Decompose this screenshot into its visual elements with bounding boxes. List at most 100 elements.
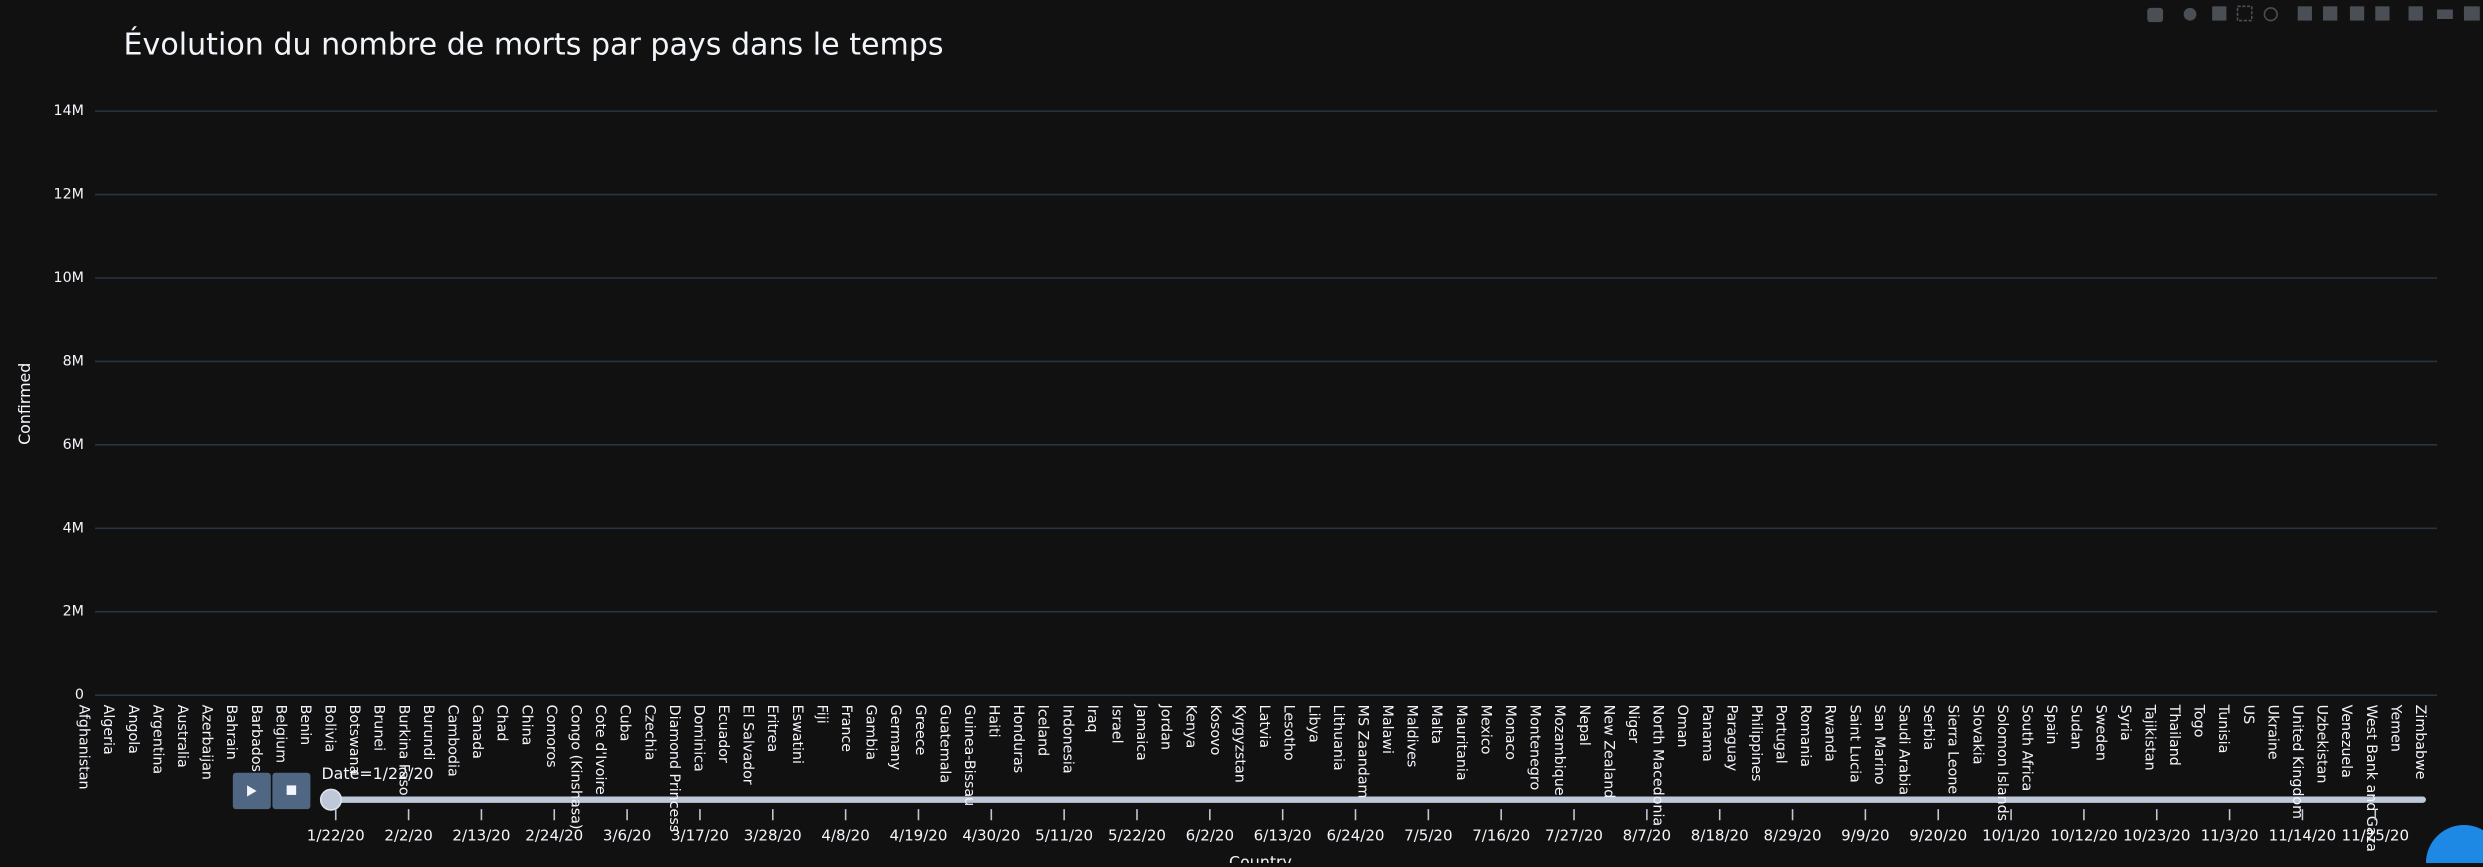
modebar-zoom[interactable]: [2183, 7, 2197, 21]
modebar: [2147, 5, 2480, 23]
x-tick-label: Fiji: [813, 705, 829, 724]
y-tick-label: 8M: [63, 353, 84, 369]
x-tick-label: MS Zaandam: [1354, 705, 1370, 799]
x-tick-label: Greece: [912, 705, 928, 756]
slider-step-label: 2/24/20: [525, 827, 583, 845]
slider-step-label: 11/14/20: [2269, 827, 2337, 845]
x-tick-label: Panama: [1699, 705, 1715, 762]
x-tick-label: Portugal: [1773, 705, 1789, 764]
slider-step-label: 2/2/20: [384, 827, 432, 845]
x-tick-label: Eswatini: [789, 705, 805, 764]
x-tick-label: Congo (Kinshasa): [567, 705, 583, 830]
x-tick-label: Saudi Arabia: [1896, 705, 1912, 795]
slider-step-label: 1/22/20: [307, 827, 365, 845]
x-tick-label: Gambia: [863, 705, 879, 760]
x-tick-label: Benin: [297, 705, 313, 746]
y-tick-label: 14M: [54, 103, 84, 119]
slider-rail[interactable]: [324, 796, 2426, 803]
x-tick-label: Thailand: [2166, 704, 2182, 766]
x-tick-label: Monaco: [1502, 705, 1518, 760]
x-tick-label: San Marino: [1871, 705, 1887, 785]
x-tick-label: Zimbabwe: [2412, 705, 2428, 780]
x-tick-label: Mauritania: [1453, 705, 1469, 781]
slider-handle[interactable]: [319, 788, 343, 811]
stop-icon[interactable]: [286, 785, 297, 795]
x-tick-label: Australia: [174, 705, 190, 768]
x-tick-label: Romania: [1797, 705, 1813, 767]
play-button[interactable]: [232, 772, 271, 810]
x-tick-label: Kyrgyzstan: [1231, 705, 1247, 783]
slider-step-label: 10/12/20: [2050, 827, 2118, 845]
x-tick-label: Solomon Islands: [1994, 705, 2010, 821]
corner-button[interactable]: [2425, 825, 2483, 867]
x-tick-label: Algeria: [100, 705, 116, 755]
y-tick-label: 0: [75, 687, 84, 703]
modebar-select[interactable]: [2236, 5, 2253, 22]
x-tick-label: Belgium: [272, 705, 288, 763]
y-tick-label: 4M: [63, 520, 84, 536]
stop-button[interactable]: [272, 772, 311, 810]
x-tick-label: Burkina Faso: [395, 705, 411, 796]
x-tick-label: Sierra Leone: [1945, 705, 1961, 795]
slider-step-label: 7/27/20: [1545, 827, 1603, 845]
x-axis-label: Country: [1229, 853, 1292, 864]
modebar-spike[interactable]: [2408, 6, 2423, 21]
x-tick-label: Saint Lucia: [1846, 705, 1862, 783]
y-tick-label: 10M: [54, 270, 84, 286]
slider-step-label: 5/11/20: [1035, 827, 1093, 845]
x-tick-label: Israel: [1109, 705, 1125, 744]
slider-step-label: 4/30/20: [962, 827, 1020, 845]
x-tick-label: Cambodia: [445, 705, 461, 777]
x-tick-label: Nepal: [1576, 705, 1592, 746]
x-tick-label: Burundi: [420, 705, 436, 761]
x-tick-label: Argentina: [149, 705, 165, 775]
x-tick-label: Rwanda: [1822, 705, 1838, 762]
x-tick-label: Barbados: [248, 705, 264, 772]
x-tick-label: Honduras: [1010, 705, 1026, 774]
slider-step-label: 7/16/20: [1472, 827, 1530, 845]
modebar-zoom-out[interactable]: [2323, 6, 2338, 21]
x-tick-label: Sudan: [2068, 705, 2084, 750]
x-tick-label: US: [2240, 705, 2256, 724]
x-tick-label: Mexico: [1477, 705, 1493, 755]
x-tick-label: Montenegro: [1527, 705, 1543, 791]
modebar-autoscale[interactable]: [2349, 6, 2365, 21]
play-icon[interactable]: [247, 785, 257, 797]
x-tick-label: Bahrain: [223, 705, 239, 760]
x-tick-label: Serbia: [1920, 705, 1936, 750]
chart-title: Évolution du nombre de morts par pays da…: [124, 26, 944, 62]
x-tick-label: Ukraine: [2264, 705, 2280, 760]
modebar-hover-closest[interactable]: [2437, 9, 2453, 20]
modebar-hover-compare[interactable]: [2463, 6, 2480, 21]
slider-step-label: 3/28/20: [744, 827, 802, 845]
x-tick-label: Libya: [1305, 705, 1321, 743]
x-tick-label: Diamond Princess: [666, 705, 682, 833]
x-tick-label: Angola: [125, 705, 141, 754]
slider-step-label: 8/29/20: [1764, 827, 1822, 845]
slider-step-label: 7/5/20: [1404, 827, 1452, 845]
x-tick-label: Iraq: [1084, 705, 1100, 733]
modebar-pan[interactable]: [2212, 6, 2227, 21]
x-tick-label: Germany: [887, 705, 903, 771]
x-tick-label: Slovakia: [1969, 705, 1985, 765]
y-axis-label: Confirmed: [15, 363, 34, 445]
x-tick-label: Cuba: [617, 705, 633, 742]
x-tick-label: Uzbekistan: [2314, 705, 2330, 784]
x-tick-label: Tunisia: [2215, 704, 2231, 754]
slider-step-label: 9/20/20: [1909, 827, 1967, 845]
slider-step-label: 3/6/20: [603, 827, 651, 845]
modebar-reset[interactable]: [2375, 6, 2390, 21]
x-tick-label: Czechia: [641, 705, 657, 761]
modebar-camera[interactable]: [2147, 7, 2164, 23]
slider-step-label: 11/3/20: [2201, 827, 2259, 845]
x-tick-label: Brunei: [371, 705, 387, 751]
modebar-zoom-in[interactable]: [2297, 6, 2312, 21]
x-tick-label: Philippines: [1748, 705, 1764, 782]
modebar-lasso[interactable]: [2263, 7, 2278, 22]
slider-step-label: 8/7/20: [1623, 827, 1671, 845]
x-tick-label: Jamaica: [1133, 704, 1149, 761]
x-tick-label: Haiti: [986, 705, 1002, 738]
